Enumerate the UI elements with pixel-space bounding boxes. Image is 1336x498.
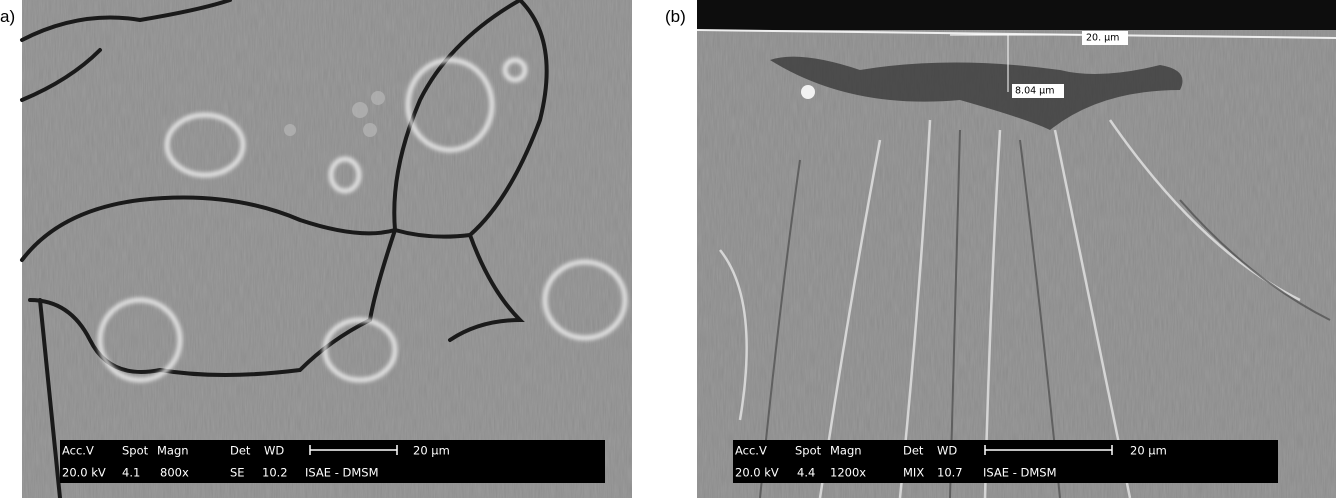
header: Det xyxy=(230,444,251,458)
scale-bar-label: 20 µm xyxy=(1130,444,1167,458)
value: ISAE - DMSM xyxy=(983,466,1057,480)
header: Acc.V xyxy=(62,444,94,458)
header: Spot xyxy=(795,444,822,458)
header: Spot xyxy=(122,444,149,458)
value: 4.4 xyxy=(797,466,815,480)
header: Magn xyxy=(157,444,189,458)
value: MIX xyxy=(903,466,924,480)
panel-label: (b) xyxy=(665,7,686,26)
value: 10.2 xyxy=(262,466,288,480)
micrograph-b: 20. µm 8.04 µm xyxy=(696,0,1336,498)
value: 4.1 xyxy=(122,466,140,480)
measurement: 8.04 µm xyxy=(1015,86,1054,97)
header: WD xyxy=(264,444,284,458)
value: 20.0 kV xyxy=(62,466,106,480)
info-bar-a: Acc.V Spot Magn Det WD 20 µm 20.0 kV 4.1… xyxy=(60,440,605,483)
scale-bar-label: 20 µm xyxy=(413,444,450,458)
header: Magn xyxy=(830,444,862,458)
micrograph-a xyxy=(20,0,632,498)
header: Acc.V xyxy=(735,444,767,458)
value: ISAE - DMSM xyxy=(305,466,379,480)
header: Det xyxy=(903,444,924,458)
value: 20.0 kV xyxy=(735,466,779,480)
measurement: 20. µm xyxy=(1086,33,1119,44)
value: SE xyxy=(230,466,245,480)
header: WD xyxy=(937,444,957,458)
value: 800x xyxy=(160,466,189,480)
info-bar-b: Acc.V Spot Magn Det WD 20 µm 20.0 kV 4.4… xyxy=(733,440,1278,483)
panel-label: a) xyxy=(0,7,15,26)
value: 1200x xyxy=(830,466,866,480)
value: 10.7 xyxy=(937,466,963,480)
